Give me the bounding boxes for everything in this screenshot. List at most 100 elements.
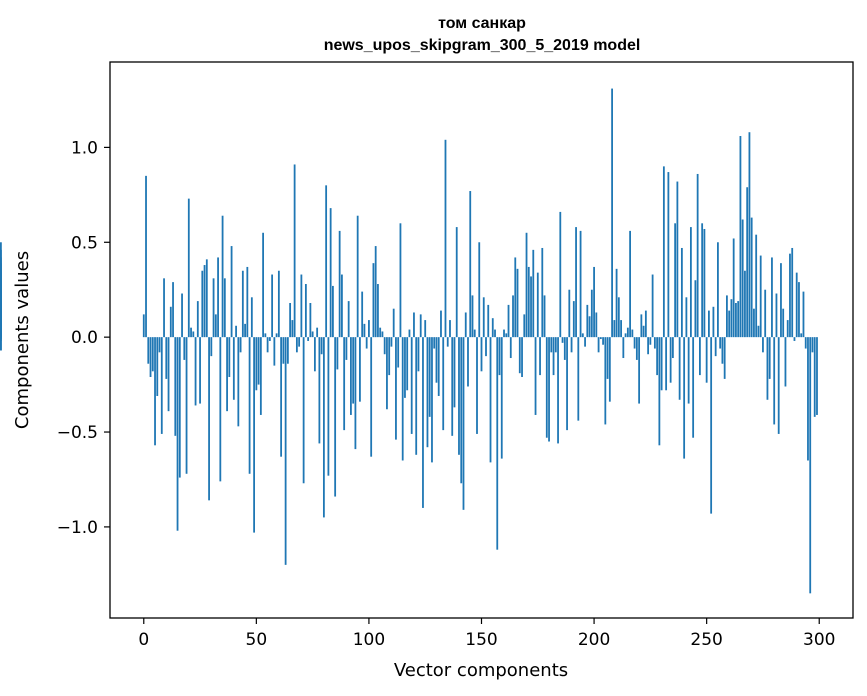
bar-component-59	[275, 333, 278, 338]
bar-component-77	[316, 327, 319, 338]
bar-component-294	[804, 337, 807, 349]
bar-component-277	[766, 337, 769, 400]
bar-component-207	[608, 337, 611, 402]
bar-component-148	[476, 337, 478, 434]
bar-component-49	[253, 337, 255, 533]
bar-component-74	[309, 303, 312, 338]
bar-component-85	[334, 337, 337, 497]
bar-component-134	[444, 139, 447, 338]
bar-component-232	[665, 337, 668, 391]
bar-component-11	[167, 337, 170, 412]
bar-component-35	[221, 215, 224, 338]
bar-component-6	[156, 337, 159, 396]
bar-component-176	[539, 337, 541, 376]
bar-component-102	[372, 263, 375, 338]
bar-component-208	[611, 88, 613, 338]
bar-component-159	[500, 337, 503, 459]
bar-component-180	[548, 337, 550, 442]
bar-component-213	[622, 337, 625, 359]
bar-component-262	[732, 238, 735, 338]
bar-component-141	[460, 337, 463, 484]
bar-component-24	[196, 301, 199, 338]
bar-component-151	[482, 297, 485, 338]
bar-component-223	[644, 310, 647, 338]
x-tick-label: 0	[138, 630, 149, 650]
bar-component-53	[262, 232, 264, 338]
bar-component-88	[341, 274, 343, 338]
bar-component-202	[597, 337, 600, 353]
bar-component-197	[586, 304, 589, 338]
x-tick-label: 50	[246, 630, 268, 650]
bar-component-29	[208, 337, 210, 501]
bar-component-186	[561, 337, 564, 343]
bar-component-27	[203, 265, 206, 338]
bar-component-238	[678, 337, 681, 400]
bar-component-20	[187, 198, 190, 338]
bar-component-251	[708, 310, 710, 338]
bar-component-120	[413, 312, 415, 338]
bar-component-291	[798, 282, 800, 338]
bar-component-196	[584, 337, 586, 347]
bar-component-158	[498, 337, 501, 376]
bar-component-166	[516, 268, 519, 338]
bar-component-103	[374, 246, 377, 338]
bar-component-44	[241, 270, 244, 338]
bar-component-144	[467, 337, 469, 387]
bar-component-36	[223, 278, 226, 338]
y-axis-label: Components values	[12, 251, 33, 429]
bar-component-115	[401, 337, 404, 461]
bar-component-245	[694, 280, 697, 338]
bar-component-114	[399, 223, 402, 338]
bar-component-104	[377, 284, 379, 338]
bar-component-108	[386, 337, 388, 410]
bar-component-164	[512, 295, 514, 338]
bar-component-283	[780, 263, 782, 338]
bar-component-57	[271, 274, 274, 338]
bar-component-64	[286, 337, 289, 364]
bar-component-168	[521, 337, 523, 377]
bar-component-260	[728, 310, 731, 338]
x-axis-label: Vector components	[394, 660, 568, 681]
bar-component-272	[755, 234, 758, 338]
y-tick-label: 0.5	[71, 233, 98, 253]
bar-component-15	[176, 337, 179, 531]
bar-component-46	[246, 266, 249, 338]
bar-component-163	[509, 337, 512, 359]
bar-component-177	[541, 247, 544, 338]
bar-component-92	[350, 337, 352, 415]
bar-component-118	[408, 329, 411, 338]
bar-component-95	[356, 215, 359, 338]
bar-component-37	[226, 337, 228, 412]
bar-component-241	[685, 297, 688, 338]
bar-component-47	[248, 337, 251, 474]
bar-component-270	[750, 217, 753, 338]
bar-component-28	[205, 259, 208, 338]
bar-component-127	[428, 337, 431, 417]
bar-component-128	[431, 337, 433, 463]
bar-component-254	[714, 337, 717, 357]
y-tick-label: −1.0	[57, 518, 98, 538]
bar-component-198	[588, 316, 591, 338]
bar-component-292	[800, 333, 803, 338]
bar-component-14	[174, 337, 177, 436]
bar-component-154	[489, 337, 492, 463]
bar-component-247	[699, 337, 701, 376]
bar-component-268	[746, 187, 749, 338]
bar-component-228	[656, 337, 659, 376]
bar-component-81	[325, 185, 328, 338]
bar-component-155	[491, 318, 494, 338]
bar-component-106	[381, 331, 384, 338]
bar-component-9	[163, 278, 165, 338]
bar-component-242	[687, 337, 690, 404]
bar-component-73	[307, 337, 310, 341]
bar-component-96	[359, 337, 361, 402]
bar-component-38	[228, 337, 231, 377]
bar-component-278	[768, 337, 771, 379]
bar-component-252	[710, 337, 713, 514]
bar-component-112	[395, 337, 397, 440]
bar-component-263	[735, 303, 737, 338]
bar-component-192	[575, 227, 577, 338]
bar-component-224	[647, 337, 650, 355]
bar-component-130	[435, 337, 438, 383]
bar-component-143	[464, 312, 467, 338]
